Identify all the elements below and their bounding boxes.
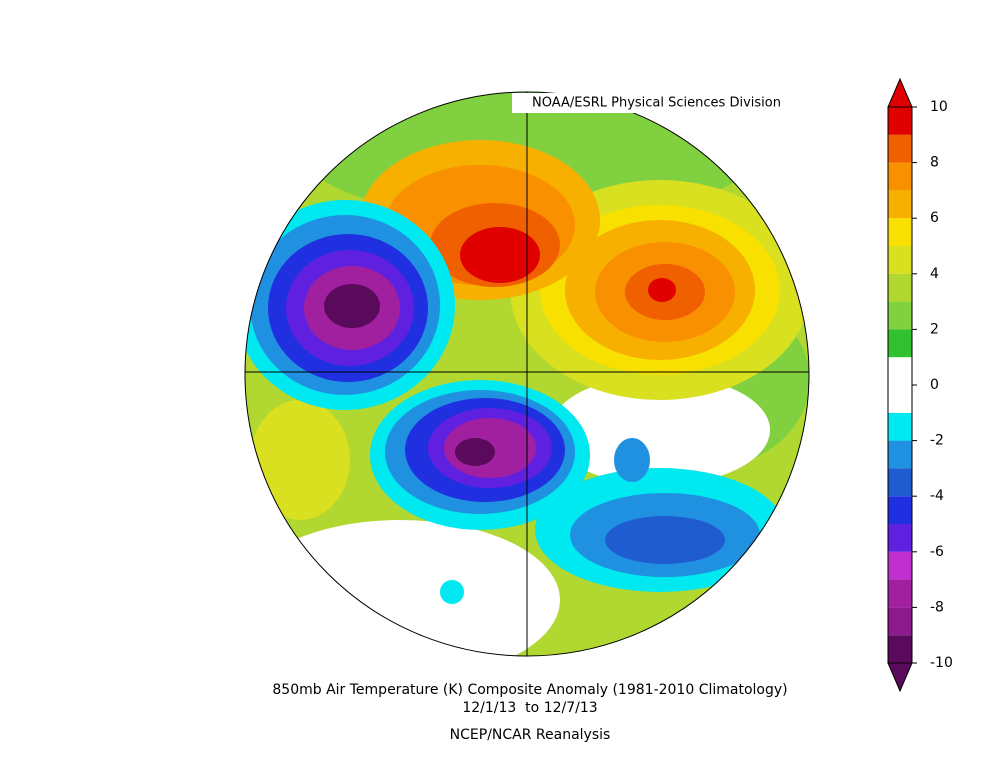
colorbar-tick-label: 0 [930,377,939,393]
colorbar-bin [888,579,912,608]
colorbar-bin [888,468,912,497]
colorbar-arrow [887,662,913,693]
colorbar-tick-label: 4 [930,266,939,282]
colorbar-bin [888,551,912,580]
colorbar-tick-label: -10 [930,655,953,671]
colorbar-bin [888,301,912,330]
colorbar-bin [888,496,912,524]
colorbar-bin [888,329,912,358]
colorbar-tick-label: 2 [930,321,939,337]
polar-map [245,92,809,656]
colorbar-bin [888,385,912,413]
colorbar-bin [888,635,912,663]
colorbar-bin [888,412,912,441]
header-title: NOAA/ESRL Physical Sciences Division [532,96,781,111]
colorbar: -10 -8 -6 -4 -2 0 2 4 6 8 10 [887,77,953,693]
cold-canada [245,200,455,410]
colorbar-tick-label: 6 [930,210,939,226]
colorbar-tick-label: 10 [930,99,948,115]
colorbar-arrow [887,77,913,108]
caption-title: 850mb Air Temperature (K) Composite Anom… [272,682,787,698]
colorbar-bin [888,246,912,274]
colorbar-bin [888,440,912,469]
anomaly-region [550,375,770,485]
colorbar-tick-label: -4 [930,488,944,504]
anomaly-region [250,400,350,520]
colorbar-bin [888,190,912,219]
cold-europe [440,438,785,604]
colorbar-tick-label: 8 [930,155,939,171]
header-box [512,93,808,113]
colorbar-bin [888,107,912,135]
colorbar-bin [888,524,912,552]
colorbar-bin [888,357,912,385]
colorbar-bin [888,134,912,163]
colorbar-tick-label: -6 [930,544,944,560]
caption-dates: 12/1/13 to 12/7/13 [462,700,597,716]
colorbar-bin [888,162,912,191]
colorbar-tick-label: -8 [930,599,944,615]
colorbar-bin [888,273,912,302]
colorbar-bin [888,218,912,246]
map-border [244,91,810,657]
caption-source: NCEP/NCAR Reanalysis [450,727,611,743]
colorbar-bin [888,607,912,636]
colorbar-tick-label: -2 [930,433,944,449]
